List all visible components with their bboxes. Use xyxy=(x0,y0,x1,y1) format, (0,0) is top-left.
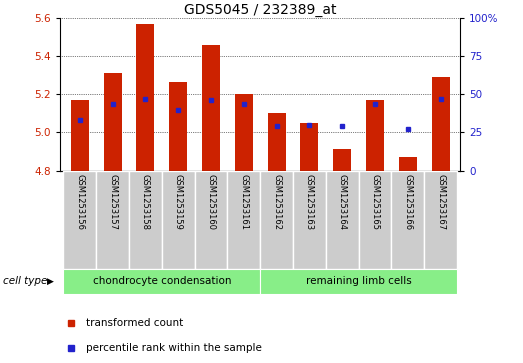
Bar xyxy=(260,171,293,269)
Text: GSM1253162: GSM1253162 xyxy=(272,174,281,229)
Text: GSM1253159: GSM1253159 xyxy=(174,174,183,229)
Bar xyxy=(359,171,391,269)
Text: GSM1253156: GSM1253156 xyxy=(75,174,84,229)
Text: GSM1253163: GSM1253163 xyxy=(305,174,314,230)
Bar xyxy=(104,73,122,171)
Text: GSM1253166: GSM1253166 xyxy=(403,174,412,230)
Bar xyxy=(71,100,89,171)
Bar xyxy=(63,171,96,269)
Text: GSM1253158: GSM1253158 xyxy=(141,174,150,229)
Bar xyxy=(162,171,195,269)
Text: percentile rank within the sample: percentile rank within the sample xyxy=(86,343,262,354)
Bar xyxy=(326,171,359,269)
Title: GDS5045 / 232389_at: GDS5045 / 232389_at xyxy=(184,3,336,17)
Bar xyxy=(129,171,162,269)
Bar xyxy=(366,100,384,171)
Text: GSM1253161: GSM1253161 xyxy=(240,174,248,229)
Text: ▶: ▶ xyxy=(47,277,54,286)
Bar xyxy=(431,77,450,171)
Text: remaining limb cells: remaining limb cells xyxy=(306,276,412,286)
Bar xyxy=(169,82,187,171)
Bar xyxy=(300,123,319,171)
Bar xyxy=(228,171,260,269)
Text: transformed count: transformed count xyxy=(86,318,184,328)
Text: cell type: cell type xyxy=(3,276,47,286)
Text: GSM1253164: GSM1253164 xyxy=(338,174,347,229)
Text: GSM1253165: GSM1253165 xyxy=(370,174,380,229)
Text: GSM1253160: GSM1253160 xyxy=(207,174,215,229)
Bar xyxy=(202,45,220,171)
Text: chondrocyte condensation: chondrocyte condensation xyxy=(93,276,231,286)
Bar xyxy=(137,24,154,171)
Bar xyxy=(268,114,286,171)
Bar xyxy=(424,171,457,269)
Bar xyxy=(96,171,129,269)
Bar xyxy=(391,171,424,269)
Bar xyxy=(195,171,228,269)
Text: GSM1253157: GSM1253157 xyxy=(108,174,117,229)
Bar xyxy=(260,269,457,294)
Text: GSM1253167: GSM1253167 xyxy=(436,174,445,230)
Bar xyxy=(235,94,253,171)
Bar xyxy=(333,149,351,171)
Bar xyxy=(293,171,326,269)
Bar xyxy=(63,269,260,294)
Bar xyxy=(399,157,417,171)
